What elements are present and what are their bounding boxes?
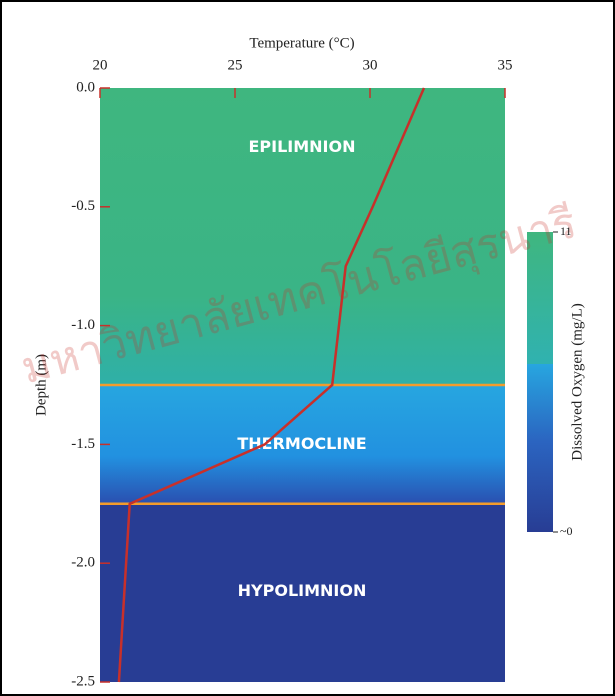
zone-label: HYPOLIMNION [238,581,367,600]
colorbar-title: Dissolved Oxygen (mg/L) [569,303,585,460]
colorbar-tick-label: ~0 [560,524,573,538]
x-tick-label: 30 [363,57,378,73]
chart: Temperature (°C) Depth (m) Dissolved Oxy… [0,0,615,696]
colorbar [527,232,553,532]
y-tick-label: -1.0 [71,317,95,333]
x-tick-label: 25 [228,57,243,73]
colorbar-tick-label: 11 [560,224,572,238]
x-tick-label: 35 [498,57,513,73]
x-axis-title: Temperature (°C) [249,35,354,51]
x-tick-label: 20 [93,57,108,73]
y-tick-label: -0.5 [71,198,95,214]
y-tick-label: -1.5 [71,436,95,452]
y-tick-label: -2.0 [71,555,95,571]
y-tick-label: -2.5 [71,673,95,689]
zone-label: EPILIMNION [248,137,355,156]
zone-label: THERMOCLINE [237,434,366,453]
y-tick-label: 0.0 [76,79,95,95]
